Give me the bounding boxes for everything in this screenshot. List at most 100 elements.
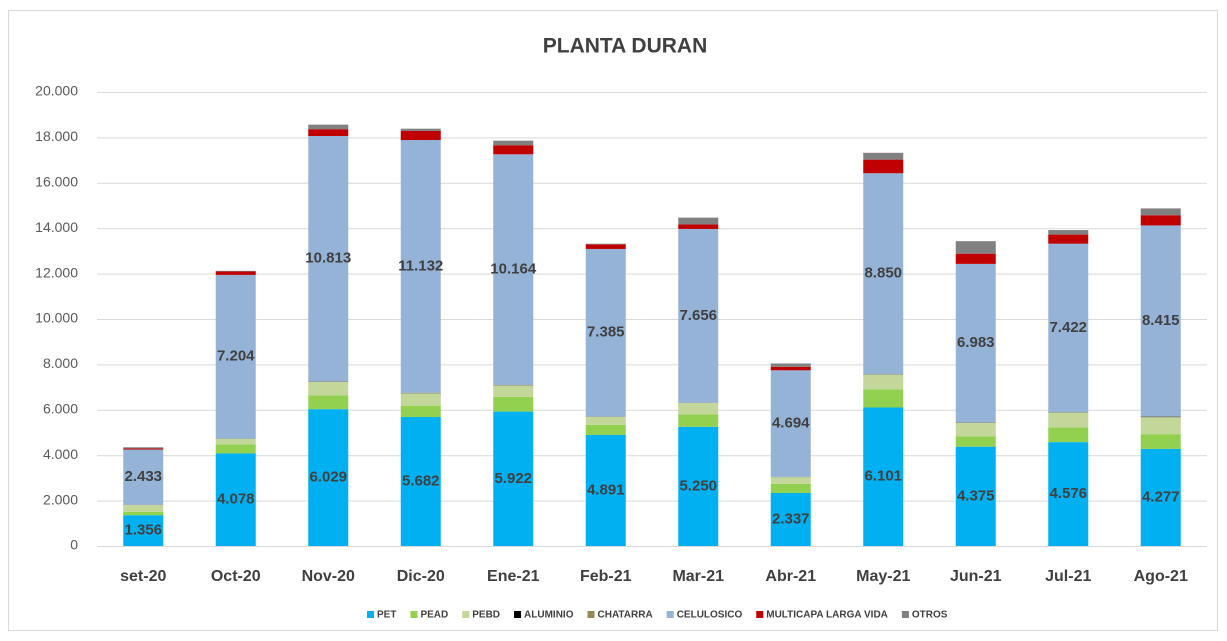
- bar-segment: [678, 414, 718, 426]
- data-label: 7.422: [1049, 319, 1087, 336]
- y-tick-label: 2.000: [43, 491, 78, 507]
- y-tick-label: 10.000: [35, 310, 78, 326]
- bar-segment: [1141, 215, 1181, 225]
- data-label: 4.375: [957, 487, 995, 504]
- bar-segment: [401, 393, 441, 405]
- x-tick-label: Abr-21: [765, 568, 816, 585]
- bar-segment: [771, 477, 811, 484]
- bar-segment: [863, 389, 903, 407]
- bar-segment: [1141, 417, 1181, 434]
- bar-segment: [771, 363, 811, 366]
- bar-segment: [956, 241, 996, 253]
- y-tick-label: 18.000: [35, 128, 78, 144]
- bar-segment: [123, 448, 163, 449]
- chart-title: PLANTA DURAN: [543, 35, 707, 58]
- data-label: 1.356: [124, 522, 162, 539]
- y-tick-label: 16.000: [35, 174, 78, 190]
- bar-segment: [678, 224, 718, 229]
- data-label: 8.850: [864, 265, 902, 282]
- legend-swatch: [410, 611, 417, 618]
- x-tick-label: Dic-20: [397, 568, 445, 585]
- bar-segment: [586, 417, 626, 425]
- y-tick-label: 8.000: [43, 355, 78, 371]
- bar-segment: [1141, 208, 1181, 215]
- bar-segment: [308, 129, 348, 136]
- legend-swatch: [588, 611, 595, 618]
- y-tick-label: 12.000: [35, 264, 78, 280]
- x-tick-label: May-21: [856, 568, 910, 585]
- legend-label: CHATARRA: [598, 610, 653, 621]
- legend-label: PEAD: [420, 610, 448, 621]
- x-tick-label: Mar-21: [672, 568, 724, 585]
- data-label: 5.250: [679, 477, 717, 494]
- legend-label: OTROS: [912, 610, 948, 621]
- x-tick-label: Oct-20: [211, 568, 261, 585]
- data-label: 4.694: [772, 415, 810, 432]
- bar-segment: [1141, 434, 1181, 449]
- bar-segment: [771, 484, 811, 493]
- bar-segment: [678, 218, 718, 225]
- data-label: 5.922: [494, 470, 532, 487]
- bar-segment: [1048, 413, 1088, 428]
- data-label: 10.813: [305, 250, 351, 267]
- data-label: 10.164: [490, 261, 537, 278]
- data-label: 4.576: [1049, 485, 1087, 502]
- x-tick-label: Nov-20: [302, 568, 355, 585]
- data-label: 4.277: [1142, 488, 1180, 505]
- bar-segment: [493, 141, 533, 146]
- y-tick-label: 6.000: [43, 401, 78, 417]
- bar-segment: [308, 382, 348, 396]
- bar-segment: [401, 131, 441, 140]
- bar-segment: [401, 129, 441, 131]
- bar-segment: [216, 444, 256, 453]
- bar-segment: [771, 367, 811, 370]
- legend-label: PEBD: [472, 610, 500, 621]
- data-label: 7.204: [217, 348, 255, 365]
- x-tick-label: Ago-21: [1134, 568, 1188, 585]
- bar-segment: [216, 272, 256, 275]
- bar-segment: [493, 145, 533, 154]
- y-tick-label: 0: [70, 537, 78, 553]
- bar-segment: [1048, 230, 1088, 235]
- bar-segment: [863, 160, 903, 174]
- bar-segment: [216, 271, 256, 272]
- legend-swatch: [514, 611, 521, 618]
- legend-label: ALUMINIO: [524, 610, 574, 621]
- y-tick-label: 14.000: [35, 219, 78, 235]
- x-tick-label: set-20: [120, 568, 166, 585]
- legend-swatch: [367, 611, 374, 618]
- data-label: 6.029: [309, 469, 347, 486]
- legend-label: MULTICAPA LARGA VIDA: [766, 610, 888, 621]
- legend-swatch: [756, 611, 763, 618]
- bar-segment: [678, 403, 718, 414]
- legend-swatch: [902, 611, 909, 618]
- y-tick-label: 20.000: [35, 83, 78, 99]
- bar-segment: [216, 439, 256, 445]
- x-tick-label: Ene-21: [487, 568, 540, 585]
- bar-segment: [493, 397, 533, 412]
- bar-segment: [586, 425, 626, 435]
- bar-segment: [956, 254, 996, 264]
- bar-segment: [493, 385, 533, 396]
- bar-segment: [586, 244, 626, 245]
- bar-segment: [123, 512, 163, 515]
- data-label: 4.078: [217, 491, 255, 508]
- legend-label: PET: [377, 610, 396, 621]
- data-label: 7.385: [587, 324, 625, 341]
- bar-segment: [1048, 235, 1088, 244]
- data-label: 5.682: [402, 472, 440, 489]
- bar-segment: [123, 447, 163, 448]
- x-tick-label: Jul-21: [1045, 568, 1091, 585]
- data-label: 6.983: [957, 334, 995, 351]
- data-label: 8.415: [1142, 312, 1180, 329]
- legend-swatch: [462, 611, 469, 618]
- bar-segment: [956, 423, 996, 437]
- bar-segment: [308, 125, 348, 130]
- data-label: 2.337: [772, 510, 810, 527]
- bar-segment: [863, 375, 903, 390]
- legend-swatch: [667, 611, 674, 618]
- bar-segment: [401, 406, 441, 417]
- data-label: 11.132: [398, 257, 443, 274]
- x-tick-label: Jun-21: [950, 568, 1002, 585]
